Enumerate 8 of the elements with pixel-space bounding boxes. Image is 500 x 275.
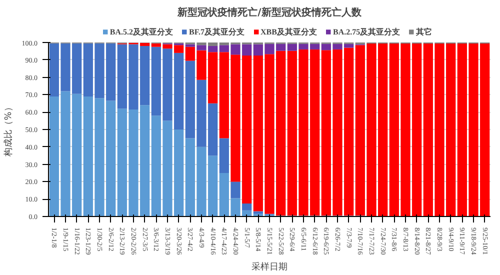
legend-label: BF.7及其亚分支 — [189, 26, 245, 37]
legend-label: XBB及其亚分支 — [260, 26, 317, 37]
legend-label: BA.5.2及其亚分支 — [110, 26, 174, 37]
x-axis-title: 采样日期 — [252, 262, 288, 273]
legend-label: 其它 — [416, 26, 434, 37]
chart-title: 新型冠状疫情死亡/新型冠状疫情死亡人数 — [176, 6, 362, 18]
y-axis-title: 构成比（%） — [2, 102, 14, 158]
legend-label: BA.2.75及其亚分支 — [332, 26, 400, 37]
